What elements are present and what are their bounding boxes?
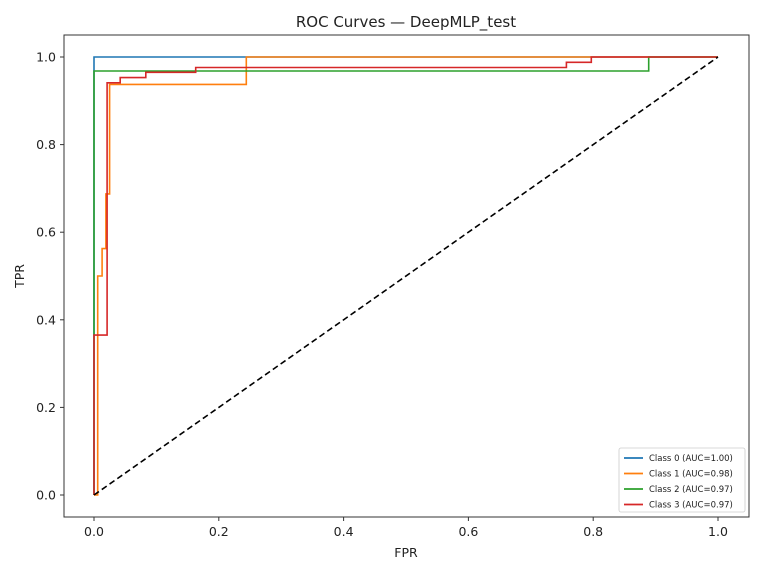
x-tick-label: 0.4 xyxy=(334,524,354,539)
y-tick-label: 0.2 xyxy=(36,400,56,415)
legend: Class 0 (AUC=1.00) Class 1 (AUC=0.98) Clas… xyxy=(618,447,746,513)
roc-curve-class-1 xyxy=(94,56,718,496)
y-tick-label: 0.8 xyxy=(36,137,56,152)
chart-title: ROC Curves — DeepMLP_test xyxy=(296,13,516,32)
x-tick-label: 0.6 xyxy=(458,524,478,539)
roc-curves xyxy=(93,56,719,496)
roc-curve-class-3 xyxy=(93,56,718,495)
y-tick-label: 0.4 xyxy=(36,312,56,327)
y-tick-label: 0.6 xyxy=(36,225,56,240)
y-tick-label: 1.0 xyxy=(36,50,56,65)
legend-label: Class 1 (AUC=0.98) xyxy=(649,470,733,480)
legend-label: Class 3 (AUC=0.97) xyxy=(649,501,733,511)
y-axis-label: TPR xyxy=(12,264,27,289)
x-tick-label: 0.2 xyxy=(209,524,229,539)
x-tick-label: 0.0 xyxy=(84,524,104,539)
x-tick-label: 0.8 xyxy=(583,524,603,539)
x-tick-label: 1.0 xyxy=(708,524,728,539)
x-axis-label: FPR xyxy=(394,545,418,560)
legend-label: Class 0 (AUC=1.00) xyxy=(649,454,733,464)
axis-ticks: 0.0 0.2 0.4 0.6 0.8 1.0 0.0 0.2 0.4 0.6 0.8 1.0 xyxy=(36,50,728,540)
legend-label: Class 2 (AUC=0.97) xyxy=(649,485,733,495)
y-tick-label: 0.0 xyxy=(36,488,56,503)
legend-box xyxy=(618,447,746,513)
chance-diagonal-line xyxy=(93,56,719,496)
